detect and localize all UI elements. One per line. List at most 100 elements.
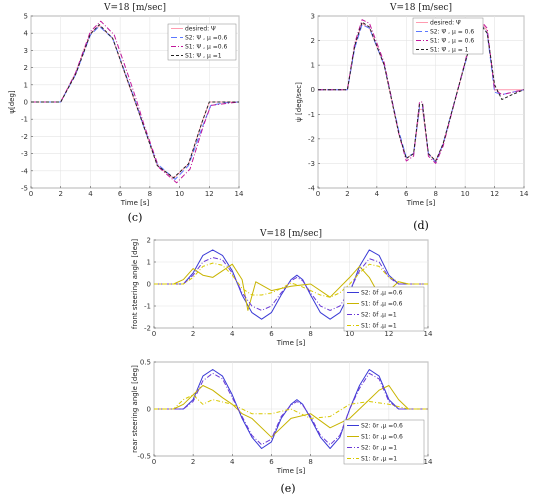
legend-label: S1: Ψ̇ , μ = 0.6 [430, 38, 474, 45]
legend-label: S1: δf ,μ =0.6 [361, 301, 403, 308]
legend-label: S2: δf ,μ =0.6 [361, 290, 403, 297]
y-tick-label: 0 [311, 86, 315, 94]
y-tick-label: -3 [308, 160, 315, 168]
series-line-1 [154, 249, 428, 320]
x-tick-label: 8 [308, 458, 312, 466]
y-tick-label: -4 [308, 185, 316, 193]
legend-label: desired: Ψ̇ [430, 20, 461, 27]
figure-caption: (d) [413, 219, 429, 232]
series-line-4 [154, 394, 428, 419]
series-line-2 [154, 385, 428, 438]
legend-label: S1: Ψ , μ =0.6 [185, 44, 227, 51]
y-tick-label: -4 [21, 167, 29, 175]
series-line-3 [318, 19, 525, 164]
series-line-1 [154, 369, 428, 449]
x-tick-label: 4 [375, 190, 380, 198]
legend-box [412, 17, 484, 55]
y-tick-label: -1 [144, 303, 151, 311]
x-axis-label: Time [s] [120, 199, 150, 207]
x-tick-label: 14 [235, 190, 244, 198]
y-axis-label: ψ[deg] [8, 90, 16, 114]
x-axis-label: Time [s] [276, 339, 306, 347]
legend-box [343, 419, 425, 465]
figure-caption: (c) [128, 211, 143, 224]
y-tick-label: 2 [24, 64, 28, 72]
y-tick-label: -1 [308, 111, 315, 119]
x-tick-label: 8 [433, 190, 437, 198]
legend-label: S1: Ψ , μ =1 [185, 53, 222, 60]
x-tick-label: 4 [230, 330, 235, 338]
legend-label: S1: δf ,μ =1 [361, 323, 397, 330]
y-tick-label: 0 [24, 99, 28, 107]
figure-caption: (e) [280, 482, 295, 495]
series-line-3 [154, 257, 428, 311]
legend-label: S2: Ψ , μ =0.6 [185, 35, 227, 42]
y-tick-label: 0.5 [140, 359, 151, 367]
chart-title: V=18 [m/sec] [103, 3, 166, 13]
series-line-4 [154, 262, 428, 298]
legend-label: S2: δr ,μ =0.6 [361, 423, 403, 430]
y-tick-label: 2 [311, 37, 315, 45]
x-tick-label: 12 [490, 190, 499, 198]
legend: S2: δr ,μ =0.6 S1: δr ,μ =0.6 S2: δr ,μ =1… [343, 419, 425, 465]
x-tick-label: 4 [88, 190, 93, 198]
x-tick-label: 6 [269, 458, 274, 466]
legend: S2: δf ,μ =0.6 S1: δf ,μ =0.6 S2: δf ,μ =1… [343, 286, 425, 332]
x-axis-label: Time [s] [276, 467, 306, 475]
x-tick-label: 2 [58, 190, 62, 198]
y-axis-label: ψ̇ [deg/sec] [295, 82, 303, 122]
legend: desired: Ψ̇ S2: Ψ̇ , μ = 0.6 S1: Ψ̇ , μ = … [412, 17, 484, 55]
x-tick-label: 2 [345, 190, 349, 198]
x-tick-label: 8 [148, 190, 152, 198]
x-tick-label: 6 [269, 330, 274, 338]
y-tick-label: 3 [311, 13, 315, 21]
legend-box [343, 286, 425, 332]
x-tick-label: 14 [424, 458, 433, 466]
x-tick-label: 12 [384, 330, 393, 338]
y-tick-label: 4 [24, 30, 29, 38]
legend-label: S1: Ψ̇ , μ = 1 [430, 47, 469, 54]
x-tick-label: 10 [345, 330, 354, 338]
x-tick-label: 0 [152, 458, 156, 466]
y-axis-label: front steering angle [deg] [131, 239, 139, 329]
legend-label: S1: δr ,μ =1 [361, 456, 397, 463]
legend-label: S1: δr ,μ =0.6 [361, 434, 403, 441]
y-tick-label: -1 [21, 116, 28, 124]
y-tick-label: 1 [147, 259, 151, 267]
y-tick-label: -3 [21, 150, 28, 158]
x-tick-label: 12 [205, 190, 214, 198]
y-tick-label: 1 [311, 62, 315, 70]
series-line-3 [31, 20, 240, 184]
y-axis-label: rear steering angle [deg] [131, 365, 139, 453]
legend-label: desired: Ψ [185, 26, 216, 33]
y-tick-label: -2 [21, 133, 28, 141]
x-tick-label: 0 [152, 330, 156, 338]
legend-label: S2: δf ,μ =1 [361, 312, 397, 319]
x-tick-label: 2 [191, 330, 195, 338]
y-tick-label: -0.5 [137, 453, 151, 461]
x-tick-label: 2 [191, 458, 195, 466]
y-tick-label: 5 [24, 13, 28, 21]
legend-label: S2: Ψ̇ , μ = 0.6 [430, 29, 474, 36]
x-tick-label: 8 [308, 330, 312, 338]
series-line-3 [154, 372, 428, 446]
chart-title: V=18 [m/sec] [259, 229, 322, 239]
x-tick-label: 0 [316, 190, 320, 198]
x-axis-label: Time [s] [406, 199, 436, 207]
y-tick-label: -2 [308, 135, 315, 143]
x-tick-label: 14 [520, 190, 529, 198]
y-tick-label: 0 [147, 406, 151, 414]
legend: desired: Ψ S2: Ψ , μ =0.6 S1: Ψ , μ =0.6 S1… [167, 23, 237, 61]
series-line-4 [31, 24, 239, 179]
y-tick-label: 2 [147, 237, 151, 245]
x-tick-label: 14 [424, 330, 433, 338]
x-tick-label: 10 [175, 190, 184, 198]
y-tick-label: 1 [24, 81, 28, 89]
y-tick-label: 0 [147, 281, 151, 289]
y-tick-label: -5 [21, 185, 28, 193]
